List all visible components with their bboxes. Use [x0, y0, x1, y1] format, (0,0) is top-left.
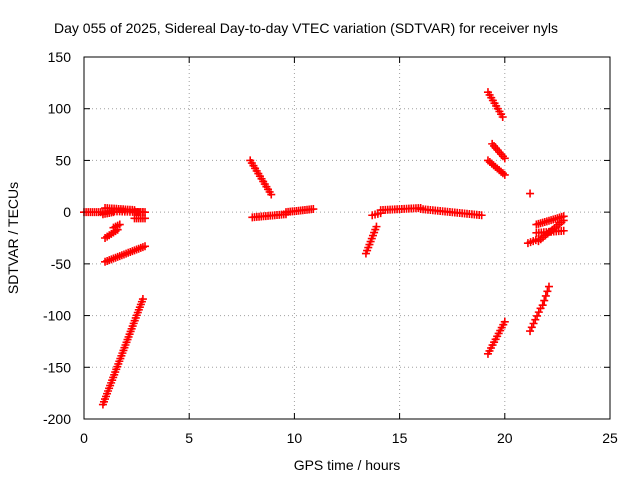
data-point [534, 308, 543, 317]
x-tick-label: 10 [287, 430, 303, 446]
x-tick-label: 5 [185, 430, 193, 446]
y-tick-label: -150 [43, 359, 71, 375]
data-point [544, 282, 553, 291]
data-point [543, 287, 552, 296]
data-point [533, 311, 542, 320]
data-point [498, 112, 507, 121]
y-tick-label: -100 [43, 308, 71, 324]
data-point [527, 323, 536, 332]
data-point [500, 154, 509, 163]
data-point [540, 296, 549, 305]
x-axis-label: GPS time / hours [294, 457, 401, 473]
data-point [141, 242, 150, 251]
y-axis-label: SDTVAR / TECUs [5, 182, 21, 294]
data-point [500, 170, 509, 179]
data-points [80, 88, 568, 409]
y-tick-label: 150 [48, 49, 72, 65]
y-tick-label: 50 [55, 152, 71, 168]
data-point [538, 301, 547, 310]
data-point [526, 189, 535, 198]
x-tick-label: 15 [392, 430, 408, 446]
data-point [138, 295, 147, 304]
y-tick-label: 0 [63, 204, 71, 220]
y-tick-labels: -200 -150 -100 -50 0 50 100 150 [43, 49, 71, 427]
x-tick-labels: 0 5 10 15 20 25 [80, 430, 618, 446]
data-point [141, 214, 150, 223]
data-point [115, 220, 124, 229]
data-point [500, 317, 509, 326]
x-tick-label: 20 [497, 430, 513, 446]
data-point [477, 211, 486, 220]
data-point [559, 216, 568, 225]
y-tick-label: -50 [51, 256, 71, 272]
y-tick-label: -200 [43, 411, 71, 427]
data-point [309, 205, 318, 214]
data-point [372, 222, 381, 231]
data-point [529, 319, 538, 328]
y-tick-label: 100 [48, 101, 72, 117]
data-point [531, 315, 540, 324]
x-tick-label: 0 [80, 430, 88, 446]
data-point [267, 190, 276, 199]
data-point [559, 226, 568, 235]
data-point [541, 291, 550, 300]
data-point [526, 327, 535, 336]
x-tick-label: 25 [602, 430, 618, 446]
plot-frame [83, 56, 611, 420]
chart-title: Day 055 of 2025, Sidereal Day-to-day VTE… [54, 20, 558, 36]
